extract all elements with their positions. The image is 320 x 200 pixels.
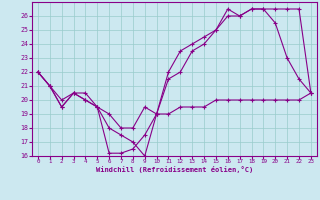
X-axis label: Windchill (Refroidissement éolien,°C): Windchill (Refroidissement éolien,°C) bbox=[96, 166, 253, 173]
